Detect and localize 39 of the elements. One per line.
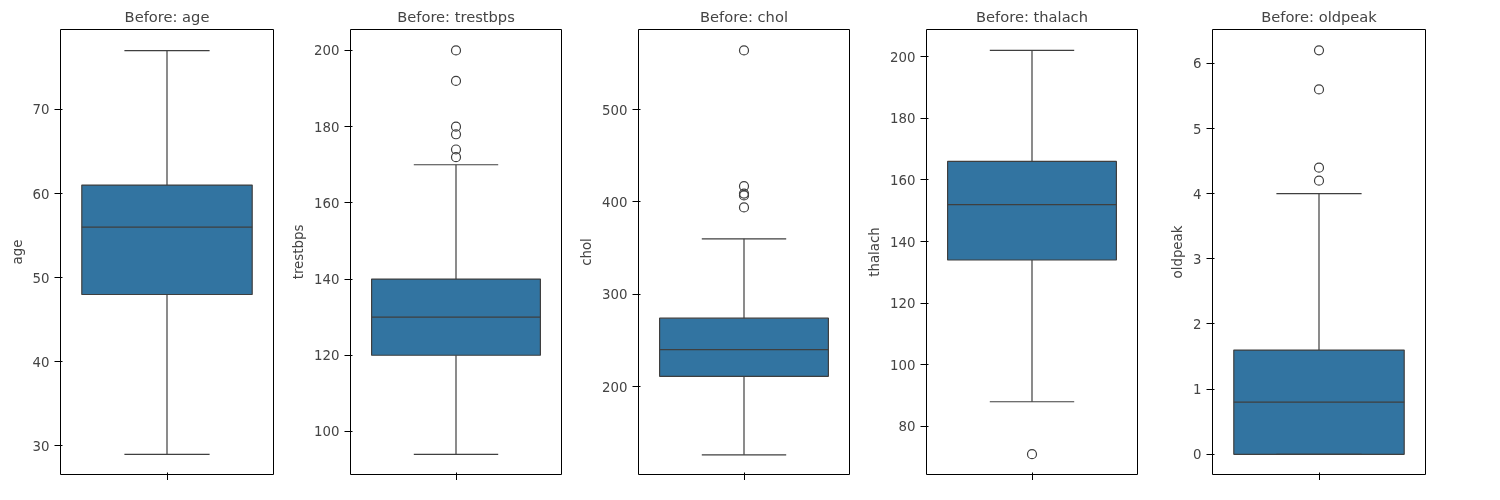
y-tick-label: 200 — [314, 43, 340, 59]
y-axis-title: thalach — [867, 227, 883, 277]
y-tick-label: 160 — [314, 195, 340, 211]
y-tick-label: 70 — [32, 102, 50, 118]
y-tick-label: 100 — [890, 357, 916, 373]
y-tick-label: 30 — [32, 438, 50, 454]
y-tick-label: 100 — [314, 424, 340, 440]
y-axis-title: trestbps — [291, 224, 307, 280]
y-tick-label: 80 — [898, 419, 916, 435]
y-axis-title: chol — [579, 238, 595, 266]
y-tick-label: 120 — [314, 348, 340, 364]
y-tick-label: 5 — [1193, 121, 1202, 137]
y-tick-label: 50 — [32, 270, 50, 286]
y-tick-label: 140 — [314, 272, 340, 288]
y-tick-label: 0 — [1193, 447, 1202, 463]
y-tick-label: 2 — [1193, 316, 1202, 332]
y-tick-label: 1 — [1193, 382, 1202, 398]
chart-title: Before: chol — [700, 7, 788, 25]
y-tick-label: 6 — [1193, 56, 1202, 72]
chart-title: Before: oldpeak — [1261, 7, 1378, 25]
y-tick-label: 180 — [314, 119, 340, 135]
y-tick-label: 300 — [602, 287, 628, 303]
y-tick-label: 200 — [602, 379, 628, 395]
y-tick-label: 400 — [602, 194, 628, 210]
y-axis-title: age — [9, 239, 25, 265]
chart-title: Before: age — [124, 7, 210, 25]
y-tick-label: 3 — [1193, 251, 1202, 267]
y-tick-label: 160 — [890, 172, 916, 188]
y-tick-label: 120 — [890, 296, 916, 312]
y-tick-label: 40 — [32, 354, 50, 370]
y-tick-label: 500 — [602, 102, 628, 118]
y-tick-label: 180 — [890, 111, 916, 127]
y-tick-label: 4 — [1193, 186, 1202, 202]
chart-title: Before: thalach — [976, 7, 1088, 25]
y-tick-label: 200 — [890, 49, 916, 65]
y-tick-label: 140 — [890, 234, 916, 250]
y-axis-title: oldpeak — [1170, 225, 1186, 279]
chart-title: Before: trestbps — [397, 7, 515, 25]
y-tick-label: 60 — [32, 186, 50, 202]
